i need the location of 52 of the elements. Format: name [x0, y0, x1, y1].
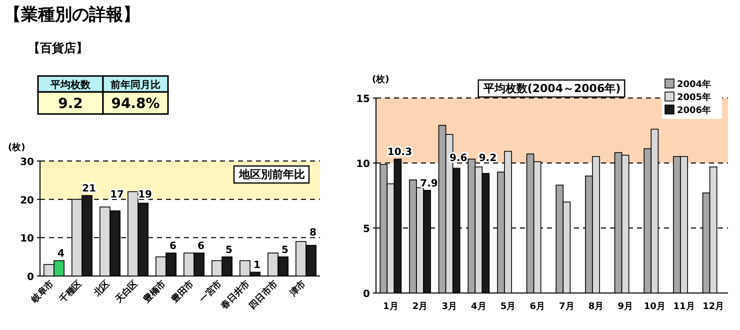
category-label: 前年同月比 [110, 79, 160, 91]
data-label: 19 [138, 189, 152, 200]
y-tick-label: 5 [363, 224, 370, 235]
text: 9.2 [58, 96, 83, 112]
y-tick-label: 20 [20, 195, 34, 206]
legend-label: 2006年 [677, 105, 712, 116]
x-tick-label: 1月 [383, 301, 398, 312]
x-tick-label: 千種区 [56, 278, 84, 306]
y-tick-label: 30 [20, 157, 34, 168]
data-label: 8 [310, 228, 317, 239]
x-tick-label: 6月 [530, 301, 545, 312]
x-tick-label: 11月 [673, 301, 695, 312]
x-tick-label: 7月 [559, 301, 574, 312]
chart-title: 平均枚数(2004～2006年) [482, 82, 621, 95]
data-label: 6 [170, 241, 177, 252]
text: 地区別前年比 [238, 168, 305, 181]
data-label: 17 [110, 189, 124, 200]
y-tick-label: 10 [20, 234, 34, 245]
y-axis-title: (枚) [8, 142, 26, 153]
data-label: 9.2 [478, 153, 497, 164]
y-tick-label: 15 [356, 94, 370, 105]
text: 94.8% [111, 96, 160, 112]
x-tick-label: 天白区 [112, 278, 140, 306]
data-label: 21 [82, 184, 96, 194]
category-label: 平均枚数 [50, 79, 92, 91]
x-tick-label: 5月 [500, 301, 516, 312]
y-tick-label: 0 [363, 289, 370, 300]
x-tick-label: 2月 [412, 301, 428, 312]
x-tick-label: 12月 [702, 301, 724, 312]
data-label: 4 [58, 248, 65, 260]
legend-label: 2004年 [677, 79, 712, 90]
y-tick-label: 10 [356, 159, 370, 170]
data-label: 1 [254, 260, 261, 272]
x-tick-label: 10月 [644, 301, 666, 312]
text: 【百貨店】 [28, 41, 88, 55]
data-label: 6 [198, 241, 205, 252]
data-label: 7.9 [420, 178, 438, 190]
text: 【業種別の詳報】 [4, 5, 140, 25]
x-tick-label: 4月 [471, 301, 486, 312]
x-tick-label: 3月 [442, 301, 457, 312]
legend-label: 2005年 [677, 92, 712, 103]
data-label: 10.3 [387, 147, 412, 158]
data-label: 5 [226, 244, 233, 256]
x-tick-label: 豊橋市 [140, 278, 168, 306]
x-tick-label: 北区 [90, 278, 112, 300]
x-tick-label: 豊田市 [168, 278, 196, 306]
x-tick-label: 9月 [618, 301, 633, 312]
x-tick-label: 津市 [286, 278, 308, 300]
y-axis-title: (枚) [372, 74, 390, 85]
y-tick-label: 0 [27, 272, 34, 283]
x-tick-label: 8月 [588, 301, 604, 312]
data-label: 5 [282, 244, 289, 256]
